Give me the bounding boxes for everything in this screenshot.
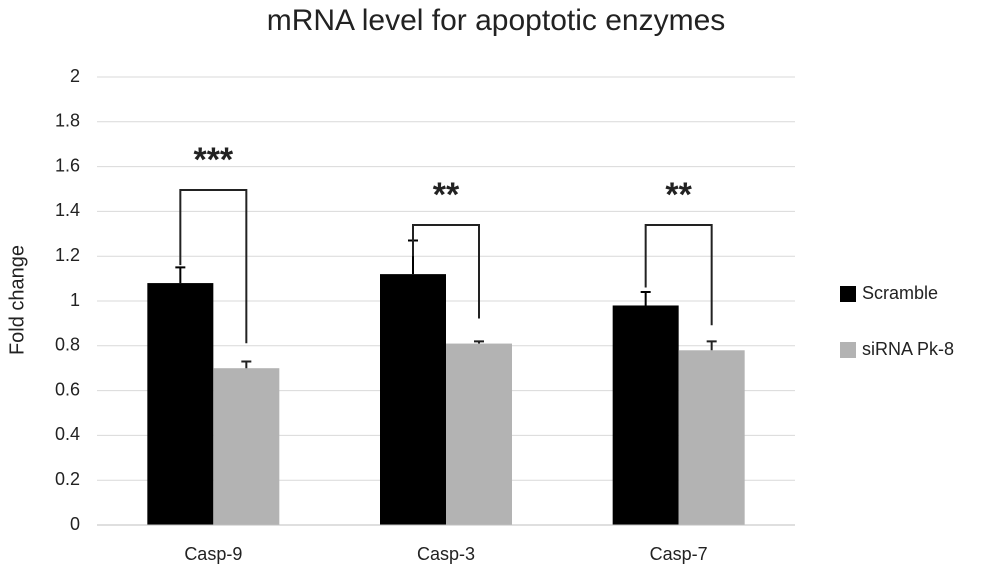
x-tick-label: Casp-3 — [417, 544, 475, 564]
y-axis-label: Fold change — [6, 245, 28, 355]
y-tick-label: 2 — [70, 66, 80, 86]
bar — [446, 343, 512, 525]
error-bar — [175, 266, 186, 284]
bar — [612, 305, 679, 525]
legend-swatch — [840, 342, 856, 358]
bar — [213, 368, 280, 525]
legend-label: Scramble — [862, 283, 938, 303]
error-bar — [474, 340, 484, 344]
y-tick-label: 0.2 — [55, 469, 80, 489]
significance-label: ** — [433, 176, 460, 214]
significance-label: *** — [193, 141, 233, 179]
bar — [678, 350, 745, 525]
bar — [380, 274, 446, 525]
y-tick-label: 1.2 — [55, 245, 80, 265]
y-tick-label: 1.4 — [55, 200, 80, 220]
significance-bracket — [644, 224, 713, 326]
x-tick-label: Casp-9 — [184, 544, 242, 564]
y-tick-label: 1 — [70, 290, 80, 310]
y-tick-label: 0 — [70, 514, 80, 534]
x-tick-label: Casp-7 — [650, 544, 708, 564]
y-tick-label: 0.4 — [55, 424, 80, 444]
y-tick-label: 0.6 — [55, 379, 80, 399]
y-tick-label: 1.8 — [55, 111, 80, 131]
significance-bracket — [179, 189, 248, 344]
significance-label: ** — [665, 176, 692, 214]
legend-swatch — [840, 286, 856, 302]
legend-label: siRNA Pk-8 — [862, 339, 954, 359]
y-tick-label: 0.8 — [55, 335, 80, 355]
y-tick-label: 1.6 — [55, 155, 80, 175]
error-bar — [640, 291, 651, 306]
error-bar — [241, 360, 252, 369]
chart-title: mRNA level for apoptotic enzymes — [267, 4, 726, 37]
significance-bracket — [412, 224, 480, 319]
error-bar — [706, 340, 717, 351]
bar — [147, 283, 214, 525]
